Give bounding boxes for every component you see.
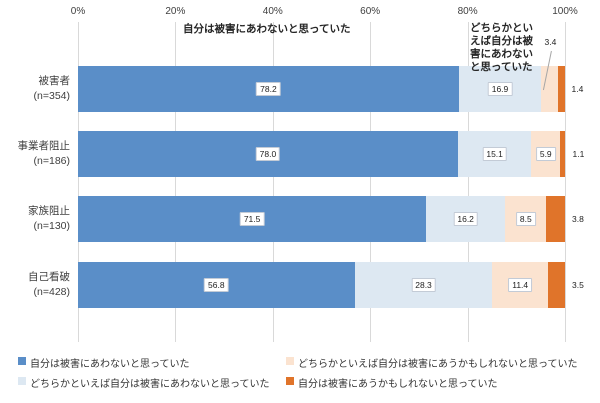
value-label: 5.9 xyxy=(535,147,556,161)
category-n-count: (n=186) xyxy=(33,155,70,167)
x-tick-label: 60% xyxy=(360,6,381,17)
gridline xyxy=(468,22,469,342)
value-label: 15.1 xyxy=(482,147,507,161)
x-tick-label: 40% xyxy=(262,6,283,17)
category-label: 自己看破 (n=428) xyxy=(0,270,70,300)
annotation-text: 自分は被害にあわないと思っていた xyxy=(183,23,351,35)
x-tick-label: 100% xyxy=(552,6,578,17)
value-label: 56.8 xyxy=(204,278,229,292)
x-tick-label: 0% xyxy=(70,6,86,17)
callout-value: 3.4 xyxy=(544,37,557,47)
value-label: 1.1 xyxy=(572,149,585,159)
x-tick-label: 80% xyxy=(457,6,478,17)
gridline xyxy=(78,22,79,342)
x-tick-label: 20% xyxy=(165,6,186,17)
category-label: 被害者 (n=354) xyxy=(0,74,70,104)
gridline xyxy=(565,22,566,342)
category-n-count: (n=130) xyxy=(33,220,70,232)
category-name: 家族阻止 xyxy=(28,205,70,217)
legend-swatch xyxy=(286,357,294,365)
value-label: 16.9 xyxy=(487,82,513,96)
category-n-count: (n=428) xyxy=(33,286,70,298)
bar-segment xyxy=(557,66,565,112)
annotation-text: どちらかといえば自分は被害にあわないと思っていた xyxy=(470,22,533,73)
bar-segment xyxy=(560,131,566,177)
value-label: 3.5 xyxy=(572,280,584,290)
value-label: 3.8 xyxy=(572,214,584,224)
value-label: 71.5 xyxy=(239,212,265,226)
bar-segment xyxy=(541,66,558,112)
category-name: 事業者阻止 xyxy=(17,140,71,152)
legend-label: どちらかといえば自分は被害にあうかもしれないと思っていた xyxy=(298,359,578,370)
value-label: 78.0 xyxy=(255,147,281,161)
category-label: 事業者阻止 (n=186) xyxy=(0,139,71,169)
gridline xyxy=(175,22,176,342)
legend-swatch xyxy=(18,377,26,385)
gridline xyxy=(370,22,371,342)
gridline xyxy=(273,22,274,342)
legend-label: 自分は被害にあうかもしれないと思っていた xyxy=(298,379,498,390)
legend-label: 自分は被害にあわないと思っていた xyxy=(30,359,190,370)
legend-swatch xyxy=(286,377,294,385)
legend-swatch xyxy=(18,357,26,365)
category-name: 被害者 xyxy=(38,75,71,87)
value-label: 78.2 xyxy=(256,82,281,96)
category-label: 家族阻止 (n=130) xyxy=(0,204,70,234)
bar-segment xyxy=(546,196,565,242)
category-n-count: (n=354) xyxy=(33,90,70,102)
value-label: 28.3 xyxy=(411,278,436,292)
value-label: 11.4 xyxy=(508,278,533,292)
bar-segment xyxy=(547,262,565,308)
category-name: 自己看破 xyxy=(28,271,70,283)
value-label: 8.5 xyxy=(515,212,536,226)
value-label: 16.2 xyxy=(453,212,478,226)
legend-label: どちらかといえば自分は被害にあわないと思っていた xyxy=(30,379,270,390)
value-label: 1.4 xyxy=(571,84,584,94)
